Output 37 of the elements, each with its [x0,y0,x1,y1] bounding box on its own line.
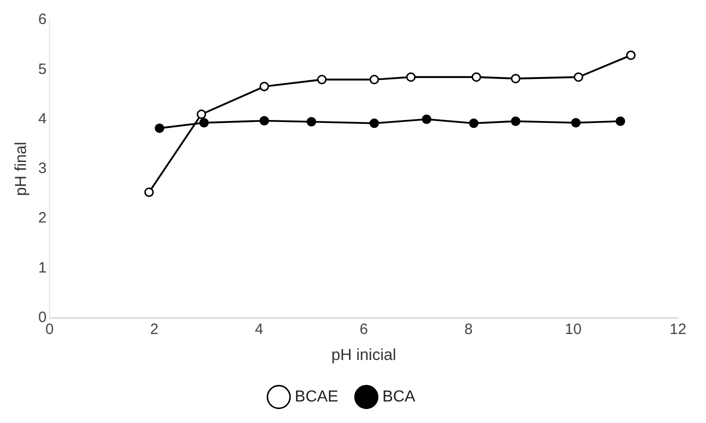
point [469,118,478,128]
point [571,118,581,128]
point [510,74,520,84]
x-tick-label: 12 [670,320,686,338]
y-tick-label: 0 [38,308,47,326]
x-tick-label: 4 [254,320,264,338]
point [260,82,270,92]
point [616,116,626,126]
x-axis-title: pH inicial [331,346,396,364]
y-tick-label: 2 [38,210,47,227]
point [369,74,379,84]
point [472,72,482,82]
legend-label: BCAE [294,388,338,406]
y-tick-label: 5 [38,60,47,78]
x-tick-label: 6 [360,320,368,338]
point [510,116,520,126]
x-tick-label: 2 [150,320,158,338]
point [260,116,270,126]
y-axis-title: pH final [13,142,30,196]
point [626,50,636,60]
point [196,110,206,120]
y-tick-label: 3 [38,160,47,178]
point [317,74,327,84]
y-tick-label: 4 [38,110,47,128]
legend-label: BCA [382,388,416,406]
point [154,123,164,133]
y-tick-label: 1 [38,259,47,276]
point [306,117,316,126]
y-tick-label: 6 [38,11,47,28]
point [199,118,209,128]
point [369,118,379,128]
x-tick-label: 8 [464,320,473,338]
point [574,72,584,82]
x-tick-label: 10 [564,320,582,338]
point [144,187,154,197]
point [406,72,416,82]
point [422,114,432,124]
